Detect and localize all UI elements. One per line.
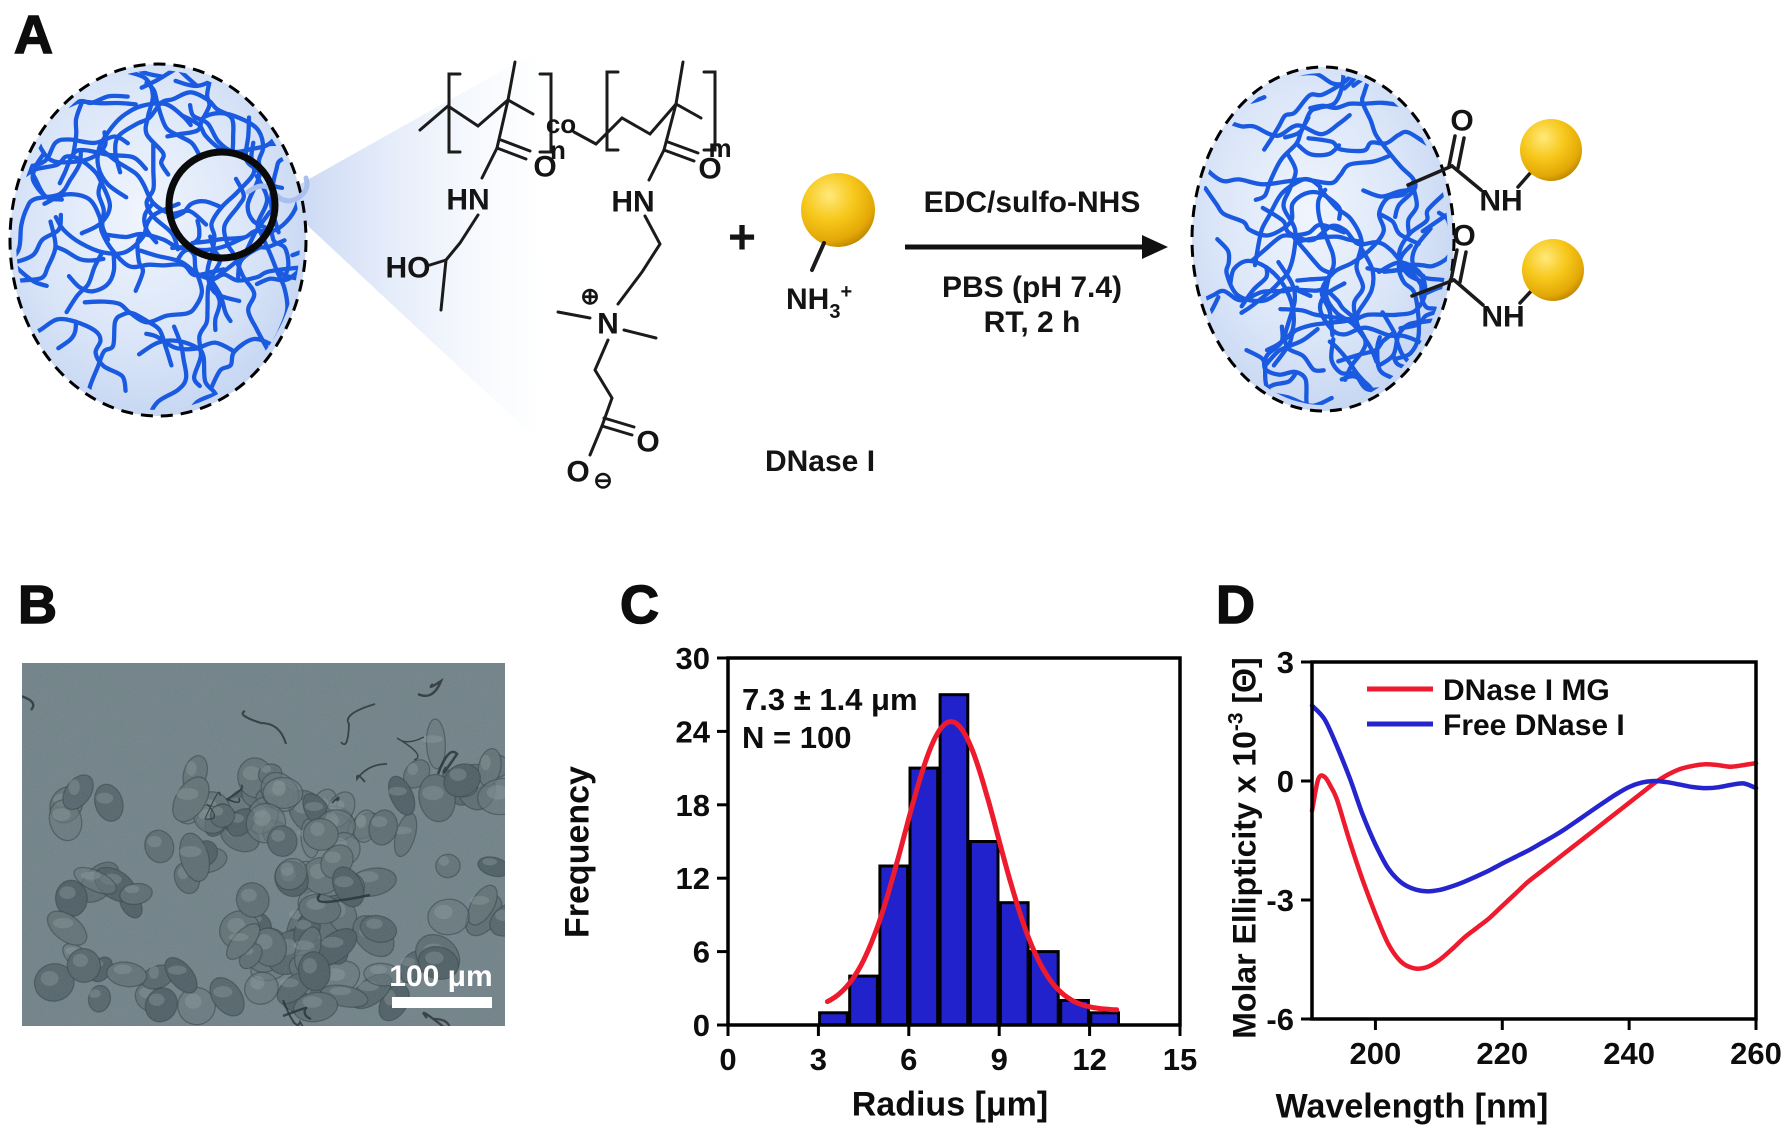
svg-text:O: O [698,153,721,186]
svg-text:15: 15 [1163,1042,1197,1077]
svg-text:6: 6 [900,1042,917,1077]
svg-text:O: O [1452,220,1475,253]
amine-label-sub: 3 [829,301,841,323]
gaussian-fit-curve [824,719,1120,1013]
svg-text:12: 12 [676,861,710,896]
svg-text:260: 260 [1730,1036,1782,1071]
zoom-circle [165,148,279,262]
panel-letter-b: B [17,574,58,636]
histogram-bar [878,864,910,1027]
sem-micrograph [22,663,505,1026]
cd-x-axis-title: Wavelength [nm] [1275,1087,1549,1126]
histogram-bar [848,974,879,1027]
svg-text:m: m [708,133,731,163]
svg-text:HO: HO [386,252,431,285]
histogram-bar [1029,950,1060,1027]
svg-text:200: 200 [1350,1036,1402,1071]
arrow-label-top: EDC/sulfo-NHS [923,186,1141,219]
highlighted-chain [245,175,310,204]
svg-text:0: 0 [1277,764,1294,799]
histogram-y-axis-title: Frequency [558,766,597,938]
histogram-bar [908,766,940,1027]
svg-text:6: 6 [693,935,710,970]
scalebar-label: 100 μm [389,960,493,993]
histogram-annotation-size: 7.3 ± 1.4 μm [742,682,918,717]
svg-text:⊕: ⊕ [580,283,599,309]
dnase-sphere-conjugated-bottom [1522,239,1584,301]
cd-curve [1309,760,1759,972]
svg-text:3: 3 [810,1042,827,1077]
plus-sign: + [727,211,757,265]
cd-y-axis-title-main: Molar Ellipticity x 10 [1226,731,1263,1039]
legend-label: DNase I MG [1443,674,1610,707]
plot-frame [726,656,1182,1027]
amine-label: NH3+ [786,281,852,324]
panel-letter-c: C [619,574,660,636]
svg-text:0: 0 [693,1008,710,1043]
panel-letter-d: D [1215,574,1256,636]
svg-text:30: 30 [676,641,710,676]
svg-text:HN: HN [446,184,489,217]
svg-text:12: 12 [1072,1042,1106,1077]
panel-letter-a: A [13,4,54,66]
microgel-left-network [16,70,300,410]
svg-text:O: O [1450,105,1473,138]
protein-label: DNase I [764,445,876,478]
svg-text:240: 240 [1603,1036,1655,1071]
svg-text:co: co [546,109,576,139]
svg-text:-3: -3 [1266,883,1294,918]
arrow-label-bottom1: PBS (pH 7.4) [941,271,1123,304]
svg-text:24: 24 [676,714,711,749]
legend-label: Free DNase I [1443,709,1625,742]
svg-text:3: 3 [1277,645,1294,680]
plot-frame [1310,660,1758,1021]
svg-text:O: O [636,426,659,459]
histogram-bar [1089,1011,1120,1027]
arrow-label-bottom2: RT, 2 h [983,306,1081,339]
histogram-chart: 0 3 6 9 12 15 0 6 12 18 24 30 7.3 ± 1.4 μmN = 100 [676,641,1198,1077]
cd-y-axis-title-sup: -3 [1224,712,1248,732]
dnase-sphere-conjugated-top [1520,119,1582,181]
scalebar [392,997,492,1008]
svg-text:0: 0 [719,1042,736,1077]
amine-label-sup: + [840,281,853,303]
zoom-cone [277,52,535,438]
svg-text:O: O [566,456,589,489]
svg-text:9: 9 [991,1042,1008,1077]
svg-text:NH: NH [1481,301,1524,334]
histogram-bar [968,840,1000,1027]
amine-label-base: NH [786,283,830,316]
cd-y-axis-title: Molar Ellipticity x 10-3 [Θ] [1225,657,1264,1038]
amine-bond [810,241,826,272]
svg-text:O: O [533,151,556,184]
svg-text:18: 18 [676,788,710,823]
histogram-bar [1059,999,1090,1027]
svg-text:HN: HN [611,186,654,219]
svg-text:n: n [550,135,566,165]
histogram-bar [938,693,970,1027]
dnase-sphere-free [801,173,875,247]
histogram-bar [818,1011,849,1027]
cd-curve [1309,703,1759,894]
histogram-x-axis-title: Radius [μm] [851,1085,1049,1124]
copolymer-structure-bonds [418,60,717,457]
histogram-annotation-count: N = 100 [742,720,851,755]
svg-text:N: N [597,308,619,341]
reaction-arrowhead [1142,235,1168,259]
microgel-right-network [1198,73,1448,405]
svg-text:220: 220 [1476,1036,1528,1071]
svg-text:NH: NH [1479,185,1522,218]
cd-y-axis-title-tail: [Θ] [1226,657,1263,713]
svg-text:-6: -6 [1266,1002,1294,1037]
svg-text:⊖: ⊖ [593,467,612,493]
